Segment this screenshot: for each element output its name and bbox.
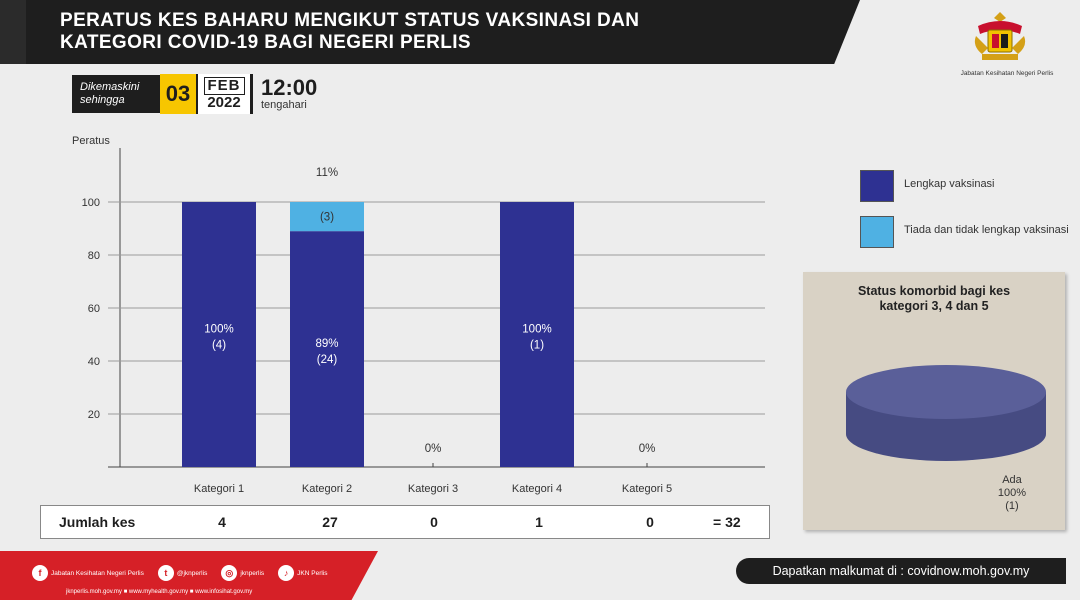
data-label-full-kategori-2: 89% [315,338,338,350]
legend-item-partial: Tiada dan tidak lengkap vaksinasi [860,216,1070,248]
comorbid-panel: Status komorbid bagi kes kategori 3, 4 d… [803,272,1065,530]
data-label-zero-kategori-5: 0% [639,443,656,455]
pie-slice-percent: 100% [997,487,1027,499]
calendar-day: 03 [160,74,198,114]
bar-partial-kategori-2 [290,202,364,232]
comorbid-pie-chart [846,365,1046,461]
coat-of-arms-icon [974,12,1026,60]
total-kategori-4: 1 [535,514,543,530]
bar-chart: 20 40 60 80 100 100% (4) Kategori 1 89% (24) 11% (3… [72,135,765,495]
legend-swatch-partial [860,216,894,248]
pie-slice-name: Ada [1002,474,1022,486]
updated-stamp: Dikemaskini sehingga 03 FEB 2022 12:00 t… [72,74,317,114]
data-count-full-kategori-2: (24) [317,354,338,366]
twitter-icon: t [157,565,174,581]
total-kategori-2: 27 [322,514,338,530]
agency-name: Jabatan Kesihatan Negeri Perlis [960,70,1054,77]
pie-slice-count: (1) [1005,500,1019,512]
total-kategori-3: 0 [430,514,438,530]
updated-label-line-2: sehingga [80,94,125,106]
x-tick-label-kategori-3: Kategori 3 [408,483,458,495]
social-facebook[interactable]: f Jabatan Kesihatan Negeri Perlis [32,565,144,581]
total-kategori-5: 0 [646,514,654,530]
social-links: f Jabatan Kesihatan Negeri Perlis t @jkn… [32,565,342,581]
x-tick-label-kategori-4: Kategori 4 [512,483,562,495]
legend-label-partial: Tiada dan tidak lengkap vaksinasi [904,224,1069,236]
social-tiktok-label: JKN Perlis [297,569,328,577]
update-time-value: 12:00 [261,75,318,100]
social-twitter[interactable]: t @jknperlis [157,565,208,581]
facebook-icon: f [32,565,48,581]
totals-row: Jumlah kes 4 27 0 1 0 = 32 [40,505,770,539]
update-time-suffix: tengahari [261,99,307,111]
pie-slice-ada [846,365,1046,419]
comorbid-title-line-2: kategori 3, 4 dan 5 [879,299,989,313]
data-label-full-kategori-4: 100% [522,324,551,336]
footer-urls: jknperlis.moh.gov.my ■ www.myhealth.gov.… [66,589,253,595]
legend-label-full: Lengkap vaksinasi [904,178,995,190]
calendar-month: FEB [203,77,245,95]
legend-swatch-full [860,170,894,202]
x-tick-label-kategori-5: Kategori 5 [622,483,672,495]
data-count-full-kategori-1: (4) [212,340,226,352]
data-label-full-kategori-1: 100% [204,324,233,336]
tiktok-icon: ♪ [278,565,295,581]
source-note: Dapatkan malkumat di : covidnow.moh.gov.… [736,558,1066,584]
total-sum: = 32 [713,514,741,530]
legend-item-full: Lengkap vaksinasi [860,170,1070,202]
pie-slice-ada-label: Ada 100% (1) [960,474,1064,513]
y-axis-label: Peratus [72,135,110,147]
calendar-year: 2022 [207,94,241,111]
x-tick-label-kategori-2: Kategori 2 [302,483,352,495]
social-instagram[interactable]: ◎ jknperlis [221,565,264,581]
title-line-1: PERATUS KES BAHARU MENGIKUT STATUS VAKSI… [60,10,640,31]
page-title: PERATUS KES BAHARU MENGIKUT STATUS VAKSI… [60,10,820,54]
title-banner [0,0,860,64]
data-count-full-kategori-4: (1) [530,340,544,352]
banner-strip [0,0,26,64]
comorbid-title-line-1: Status komorbid bagi kes [857,284,1011,298]
social-facebook-label: Jabatan Kesihatan Negeri Perlis [51,569,144,577]
data-label-zero-kategori-3: 0% [425,443,442,455]
social-instagram-label: jknperlis [240,569,265,577]
bar-full-kategori-4 [500,202,574,467]
instagram-icon: ◎ [221,565,238,581]
y-tick-label-20: 20 [88,409,100,421]
calendar-month-year: FEB 2022 [198,74,253,114]
title-line-2: KATEGORI COVID-19 BAGI NEGERI PERLIS [60,32,471,53]
comorbid-title: Status komorbid bagi kes kategori 3, 4 d… [803,284,1065,314]
data-label-partial-kategori-2: 11% [316,167,338,179]
total-kategori-1: 4 [218,514,226,530]
y-tick-label-60: 60 [88,303,100,315]
totals-label: Jumlah kes [59,514,136,530]
y-tick-label-80: 80 [88,250,100,262]
footer-social-bar [0,551,378,600]
bar-full-kategori-2 [290,231,364,467]
social-tiktok[interactable]: ♪ JKN Perlis [278,565,328,581]
bar-full-kategori-1 [182,202,256,467]
updated-label: Dikemaskini sehingga [72,75,160,113]
social-twitter-label: @jknperlis [176,569,208,577]
y-tick-label-100: 100 [82,197,100,209]
chart-legend: Lengkap vaksinasi Tiada dan tidak lengka… [860,170,1070,262]
data-count-partial-kategori-2: (3) [320,212,334,224]
y-tick-label-40: 40 [88,356,100,368]
updated-label-line-1: Dikemaskini [80,81,140,93]
x-tick-label-kategori-1: Kategori 1 [194,483,244,495]
update-time: 12:00 tengahari [261,75,318,112]
